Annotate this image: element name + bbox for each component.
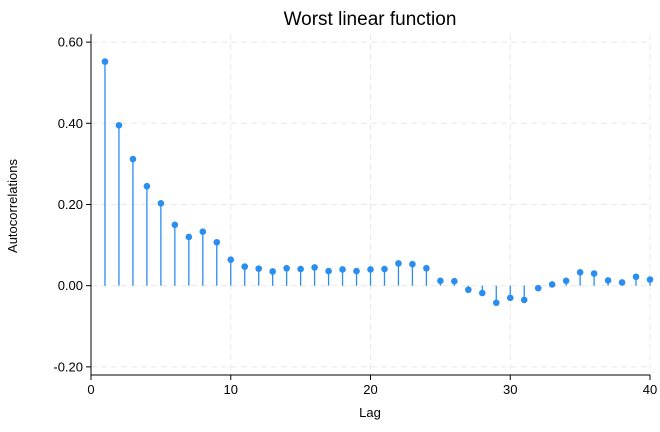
- stem-point: [255, 265, 262, 272]
- y-tick-label: 0.40: [58, 116, 83, 131]
- stem-point: [213, 238, 221, 246]
- stem-point: [506, 294, 514, 302]
- stem-point: [325, 267, 332, 275]
- stem-point: [129, 155, 137, 163]
- stem-point: [534, 284, 542, 292]
- stem-point: [562, 277, 570, 285]
- stem-point: [646, 276, 654, 283]
- y-tick-label: 0.00: [58, 278, 83, 293]
- stem-point: [479, 289, 486, 297]
- stem-point: [548, 281, 556, 288]
- stem-point: [367, 266, 374, 273]
- x-tick-label: 20: [363, 382, 377, 397]
- stem-point: [576, 268, 584, 276]
- stem-point: [241, 263, 249, 270]
- stem-point: [227, 256, 235, 264]
- x-tick-label: 30: [503, 382, 517, 397]
- stem-point: [101, 58, 109, 65]
- stem-point: [381, 265, 388, 273]
- stem-point: [632, 273, 640, 281]
- stem-point: [157, 199, 165, 207]
- stem-point: [409, 260, 416, 268]
- stem-point: [451, 277, 458, 285]
- stem-point: [492, 299, 500, 307]
- stem-point: [339, 266, 346, 273]
- stem-point: [353, 267, 360, 275]
- stem-point: [423, 264, 430, 272]
- stem-point: [395, 260, 402, 267]
- stem-point: [311, 264, 318, 271]
- chart-title: Worst linear function: [284, 9, 457, 30]
- stem-point: [520, 296, 528, 304]
- y-tick-label: -0.20: [53, 359, 83, 374]
- stem-point: [604, 277, 612, 284]
- stem-point: [297, 265, 304, 273]
- stem-point: [437, 277, 444, 285]
- y-tick-label: 0.20: [58, 197, 83, 212]
- axis-layer: -0.20 0.00 0.20 0.40 0.60 0 10 20 30 40: [53, 34, 657, 397]
- y-axis-label: Autocorrelations: [5, 159, 20, 253]
- x-axis-label: Lag: [359, 405, 381, 420]
- stem-point: [590, 270, 598, 277]
- stem-point: [185, 233, 193, 241]
- x-tick-label: 0: [87, 382, 94, 397]
- y-tick-label: 0.60: [58, 35, 83, 50]
- stem-point: [115, 122, 123, 129]
- stem-point: [171, 221, 179, 229]
- stem-point: [283, 264, 290, 272]
- grid-layer: [90, 34, 651, 375]
- stem-point: [143, 182, 151, 190]
- stem-point: [618, 279, 626, 286]
- x-tick-label: 10: [224, 382, 238, 397]
- marks-layer: [101, 58, 654, 307]
- stem-point: [269, 268, 276, 275]
- stem-point: [199, 228, 207, 235]
- x-tick-label: 40: [643, 382, 657, 397]
- stem-point: [465, 286, 472, 294]
